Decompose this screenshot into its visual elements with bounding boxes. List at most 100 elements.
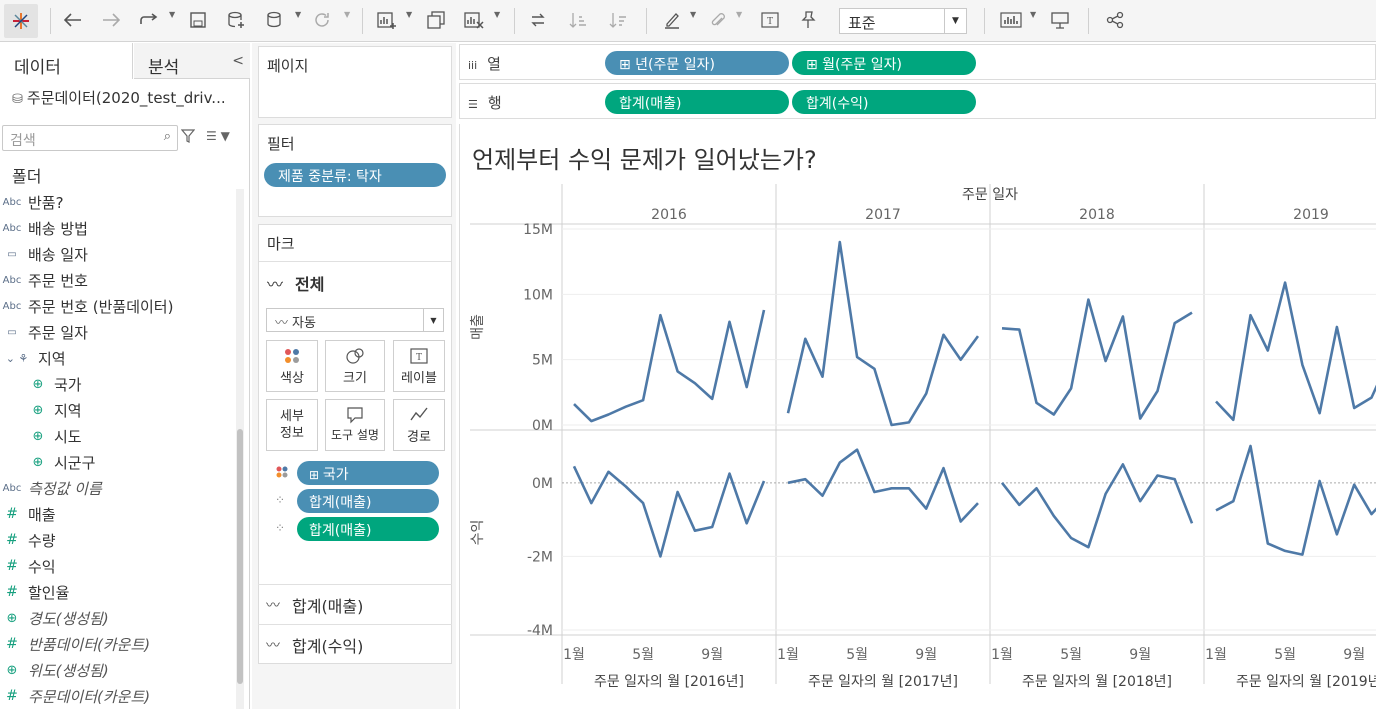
pages-shelf[interactable]: 페이지: [258, 46, 452, 118]
new-worksheet-dropdown-icon[interactable]: ▼: [406, 10, 413, 19]
mark-pill[interactable]: 합계(매출): [297, 517, 439, 541]
duplicate-icon[interactable]: [424, 6, 448, 34]
pin-icon[interactable]: [796, 6, 820, 34]
forward-icon[interactable]: [100, 6, 122, 34]
color-button[interactable]: 색상: [266, 340, 318, 392]
field-item[interactable]: # 반품데이터(카운트): [0, 631, 234, 657]
x-tick-label: 5월: [632, 647, 654, 663]
toolbar: ▼ ▼ ▼ ▼ ▼ ▼ ▼ T 표준: [0, 0, 1376, 42]
label-button[interactable]: T 레이블: [393, 340, 445, 392]
column-pill-month[interactable]: ⊞ 월(주문 일자): [792, 51, 976, 75]
row-pill-sales[interactable]: 합계(매출): [605, 90, 789, 114]
field-item[interactable]: ▭ 주문 일자: [0, 319, 234, 345]
field-item[interactable]: ⊕ 시군구: [0, 449, 234, 475]
field-item[interactable]: Abc 반품?: [0, 189, 234, 215]
sort-desc-icon[interactable]: [606, 6, 630, 34]
field-item[interactable]: # 수량: [0, 527, 234, 553]
mark-type-select[interactable]: 〰 자동 ▼: [266, 308, 444, 332]
field-item[interactable]: # 할인율: [0, 579, 234, 605]
list-view-icon[interactable]: ☰ ▼: [206, 129, 230, 143]
field-label: 주문 번호: [28, 271, 88, 290]
save-icon[interactable]: [187, 6, 209, 34]
field-item[interactable]: Abc 주문 번호 (반품데이터): [0, 293, 234, 319]
filter-icon[interactable]: [180, 129, 196, 147]
datasource-dropdown-icon[interactable]: ▼: [295, 10, 302, 19]
clear-icon[interactable]: [462, 6, 486, 34]
field-label: 주문 일자: [28, 323, 88, 342]
field-item[interactable]: # 매출: [0, 501, 234, 527]
field-item[interactable]: Abc 배송 방법: [0, 215, 234, 241]
path-button[interactable]: 경로: [393, 399, 445, 451]
measure-row-sales[interactable]: 〰 합계(매출): [258, 584, 452, 624]
show-me-icon[interactable]: [998, 6, 1024, 34]
y-tick-label: 15M: [523, 222, 553, 238]
field-item[interactable]: ▭ 배송 일자: [0, 241, 234, 267]
filters-shelf[interactable]: 필터 제품 중분류: 탁자: [258, 124, 452, 217]
column-pill-year[interactable]: ⊞ 년(주문 일자): [605, 51, 789, 75]
measure-row-profit[interactable]: 〰 합계(수익): [258, 624, 452, 664]
show-me-dropdown-icon[interactable]: ▼: [1030, 10, 1037, 19]
field-item[interactable]: ⊕ 위도(생성됨): [0, 657, 234, 683]
attachment-icon[interactable]: [706, 6, 730, 34]
presentation-icon[interactable]: [1048, 6, 1072, 34]
chevron-left-icon[interactable]: <: [232, 53, 244, 69]
refresh-icon[interactable]: [311, 6, 333, 34]
color-icon: [267, 347, 317, 367]
search-placeholder: 검색: [10, 133, 36, 149]
mark-type-value: 자동: [292, 316, 316, 331]
clear-dropdown-icon[interactable]: ▼: [494, 10, 501, 19]
series-line: [572, 465, 766, 558]
field-item[interactable]: ⊕ 국가: [0, 371, 234, 397]
sort-asc-icon[interactable]: [566, 6, 590, 34]
tooltip-button[interactable]: 도구 설명: [325, 399, 385, 451]
new-worksheet-icon[interactable]: [374, 6, 400, 34]
refresh-dropdown-icon[interactable]: ▼: [344, 10, 351, 19]
redo-dropdown-icon[interactable]: ▼: [169, 10, 176, 19]
fit-select[interactable]: 표준 ▼: [839, 8, 967, 34]
field-item[interactable]: ⊕ 경도(생성됨): [0, 605, 234, 631]
y-tick-label: -4M: [527, 623, 553, 639]
path-label: 경로: [407, 430, 431, 445]
field-item[interactable]: Abc 주문 번호: [0, 267, 234, 293]
field-item[interactable]: Abc 측정값 이름: [0, 475, 234, 501]
tab-analysis[interactable]: 분석 <: [134, 43, 250, 79]
redo-icon[interactable]: [137, 6, 161, 34]
mark-pill[interactable]: ⊞ 국가: [297, 461, 439, 485]
field-item[interactable]: ⊕ 시도: [0, 423, 234, 449]
highlight-dropdown-icon[interactable]: ▼: [690, 10, 697, 19]
detail-label: 세부 정보: [280, 409, 304, 441]
tab-data[interactable]: 데이터: [0, 43, 133, 79]
row-pill-profit[interactable]: 합계(수익): [792, 90, 976, 114]
scrollbar-thumb[interactable]: [237, 429, 243, 684]
marks-all-row[interactable]: 〰 전체: [267, 271, 324, 295]
new-datasource-icon[interactable]: [225, 6, 247, 34]
field-label: 위도(생성됨): [28, 661, 109, 680]
label-icon: T: [394, 347, 444, 367]
scrollbar[interactable]: [236, 189, 244, 709]
mark-pill-label: 국가: [322, 467, 349, 483]
chevron-down-icon: ▼: [944, 9, 966, 33]
mark-pill[interactable]: 합계(매출): [297, 489, 439, 513]
back-icon[interactable]: [62, 6, 84, 34]
field-item[interactable]: # 주문데이터(카운트): [0, 683, 234, 709]
swap-icon[interactable]: [526, 6, 550, 34]
highlight-icon[interactable]: [660, 6, 684, 34]
datasource-item[interactable]: ⛁ 주문데이터(2020_test_driv...: [12, 87, 226, 108]
number-icon: #: [6, 584, 18, 600]
color-icon: [275, 465, 289, 482]
search-input[interactable]: 검색 ⌕: [2, 125, 178, 151]
label-icon[interactable]: T: [758, 6, 782, 34]
detail-button[interactable]: 세부 정보: [266, 399, 318, 451]
datasource-icon[interactable]: [264, 6, 286, 34]
columns-shelf[interactable]: iii 열 ⊞ 년(주문 일자) ⊞ 월(주문 일자): [459, 44, 1376, 80]
filter-pill[interactable]: 제품 중분류: 탁자: [264, 163, 446, 187]
field-item[interactable]: ⊕ 지역: [0, 397, 234, 423]
field-item[interactable]: ⌄ ⚘ 지역: [0, 345, 234, 371]
attachment-dropdown-icon[interactable]: ▼: [736, 10, 743, 19]
tableau-logo-icon[interactable]: [4, 4, 38, 38]
rows-shelf[interactable]: ☰ 행 합계(매출) 합계(수익): [459, 83, 1376, 119]
share-icon[interactable]: [1104, 6, 1126, 34]
field-item[interactable]: # 수익: [0, 553, 234, 579]
size-button[interactable]: 크기: [325, 340, 385, 392]
